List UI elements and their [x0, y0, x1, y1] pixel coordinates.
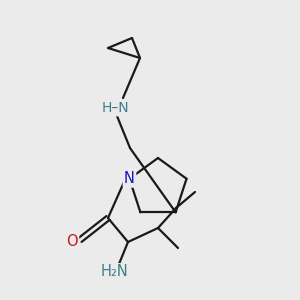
Text: O: O [66, 235, 78, 250]
Text: H–N: H–N [101, 101, 129, 115]
Text: N: N [124, 171, 135, 186]
Text: H₂N: H₂N [101, 265, 129, 280]
